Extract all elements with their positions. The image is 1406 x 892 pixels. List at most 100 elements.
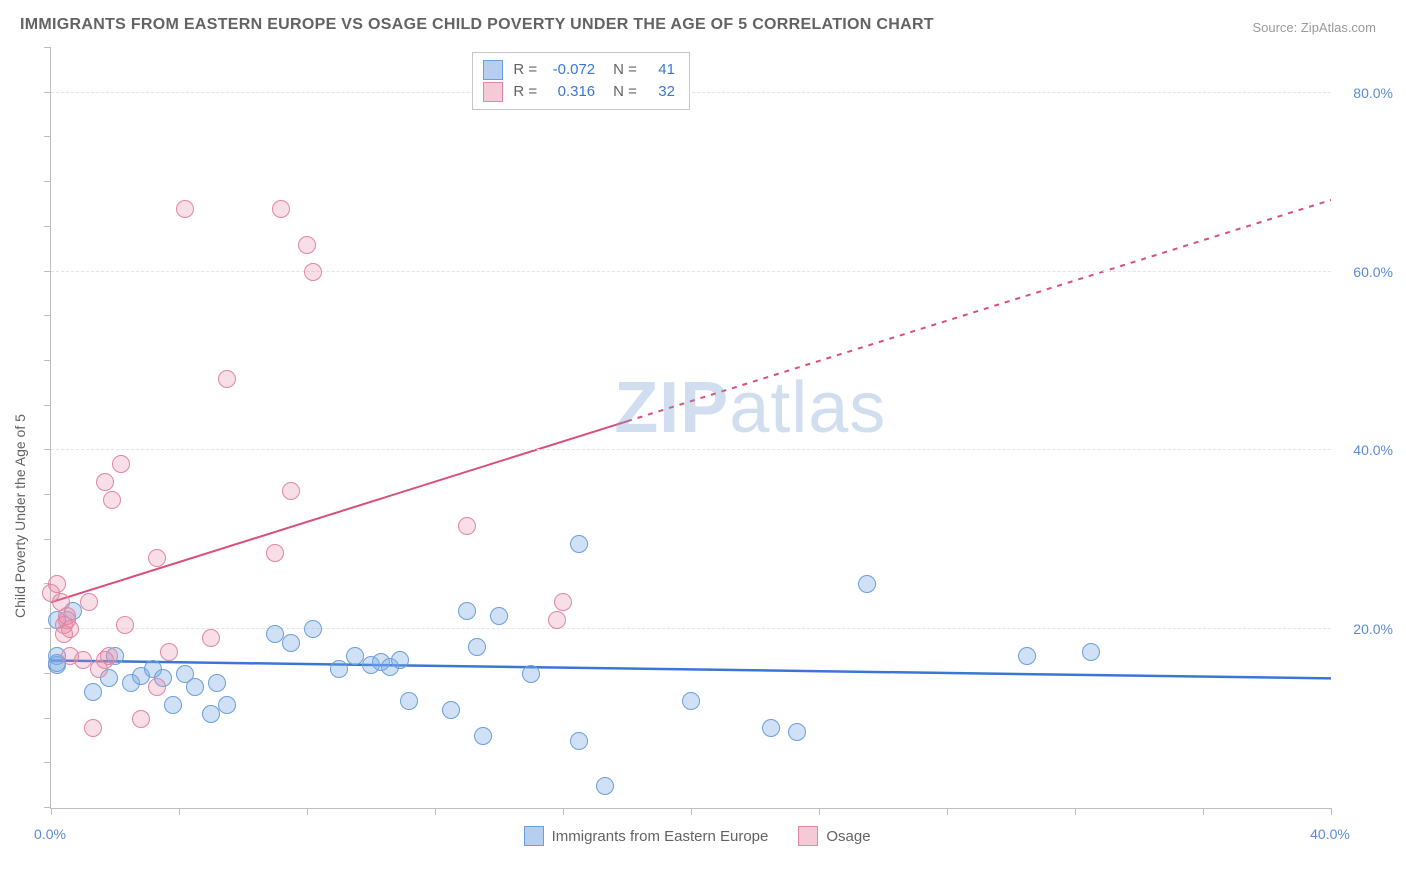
data-point-blue — [391, 651, 409, 669]
correlation-legend: R =-0.072N =41R =0.316N =32 — [472, 52, 690, 110]
x-tick — [691, 808, 692, 815]
y-tick — [44, 315, 51, 316]
y-tick-label: 40.0% — [1337, 442, 1393, 458]
data-point-pink — [298, 236, 316, 254]
data-point-pink — [100, 647, 118, 665]
x-tick — [819, 808, 820, 815]
data-point-blue — [218, 696, 236, 714]
legend-swatch-icon — [483, 82, 503, 102]
data-point-pink — [103, 491, 121, 509]
data-point-pink — [148, 549, 166, 567]
y-tick — [44, 47, 51, 48]
data-point-pink — [61, 620, 79, 638]
chart-title: IMMIGRANTS FROM EASTERN EUROPE VS OSAGE … — [20, 16, 934, 34]
legend-swatch-icon — [524, 826, 544, 846]
x-tick — [307, 808, 308, 815]
legend-n-label: N = — [613, 59, 637, 81]
data-point-pink — [218, 370, 236, 388]
data-point-blue — [858, 575, 876, 593]
source-link[interactable]: ZipAtlas.com — [1301, 20, 1376, 35]
y-tick — [44, 226, 51, 227]
legend-n-label: N = — [613, 81, 637, 103]
y-tick — [44, 539, 51, 540]
data-point-blue — [202, 705, 220, 723]
x-tick — [563, 808, 564, 815]
data-point-blue — [208, 674, 226, 692]
y-tick — [44, 762, 51, 763]
data-point-pink — [96, 473, 114, 491]
x-tick — [947, 808, 948, 815]
data-point-pink — [282, 482, 300, 500]
gridline — [51, 92, 1331, 93]
data-point-pink — [132, 710, 150, 728]
watermark-atlas: atlas — [729, 368, 886, 448]
x-tick — [179, 808, 180, 815]
data-point-pink — [458, 517, 476, 535]
legend-series-label: Osage — [826, 828, 870, 845]
data-point-blue — [282, 634, 300, 652]
data-point-blue — [186, 678, 204, 696]
source-prefix: Source: — [1252, 20, 1300, 35]
x-tick — [1203, 808, 1204, 815]
y-tick — [44, 405, 51, 406]
y-tick-label: 60.0% — [1337, 264, 1393, 280]
y-tick — [44, 673, 51, 674]
data-point-blue — [1082, 643, 1100, 661]
data-point-pink — [266, 544, 284, 562]
legend-r-value: -0.072 — [547, 59, 595, 81]
data-point-blue — [788, 723, 806, 741]
y-tick — [44, 494, 51, 495]
data-point-blue — [330, 660, 348, 678]
data-point-blue — [1018, 647, 1036, 665]
y-tick — [44, 628, 51, 629]
x-axis-max-label: 40.0% — [1310, 826, 1350, 842]
gridline — [51, 449, 1331, 450]
legend-n-value: 41 — [647, 59, 675, 81]
legend-correlation-row: R =-0.072N =41 — [483, 59, 675, 81]
data-point-blue — [400, 692, 418, 710]
watermark-zip: ZIP — [614, 368, 729, 448]
data-point-blue — [164, 696, 182, 714]
x-tick — [435, 808, 436, 815]
data-point-blue — [304, 620, 322, 638]
y-tick — [44, 181, 51, 182]
y-tick — [44, 136, 51, 137]
data-point-blue — [474, 727, 492, 745]
data-point-pink — [148, 678, 166, 696]
data-point-blue — [468, 638, 486, 656]
legend-swatch-icon — [798, 826, 818, 846]
data-point-blue — [442, 701, 460, 719]
legend-n-value: 32 — [647, 81, 675, 103]
data-point-pink — [84, 719, 102, 737]
y-tick — [44, 92, 51, 93]
data-point-blue — [458, 602, 476, 620]
data-point-pink — [48, 575, 66, 593]
legend-series-label: Immigrants from Eastern Europe — [552, 828, 769, 845]
legend-series-item: Osage — [798, 826, 870, 846]
data-point-blue — [596, 777, 614, 795]
data-point-blue — [570, 732, 588, 750]
source-attribution: Source: ZipAtlas.com — [1252, 20, 1376, 35]
y-tick-label: 80.0% — [1337, 85, 1393, 101]
data-point-blue — [682, 692, 700, 710]
x-axis-min-label: 0.0% — [34, 826, 66, 842]
y-tick — [44, 718, 51, 719]
data-point-pink — [554, 593, 572, 611]
data-point-pink — [160, 643, 178, 661]
legend-r-value: 0.316 — [547, 81, 595, 103]
data-point-blue — [84, 683, 102, 701]
y-tick — [44, 271, 51, 272]
gridline — [51, 628, 1331, 629]
x-tick — [1075, 808, 1076, 815]
y-tick — [44, 807, 51, 808]
data-point-blue — [762, 719, 780, 737]
data-point-blue — [522, 665, 540, 683]
x-tick — [1331, 808, 1332, 815]
data-point-pink — [202, 629, 220, 647]
scatter-plot: ZIPatlas 20.0%40.0%60.0%80.0% — [50, 48, 1331, 809]
data-point-pink — [112, 455, 130, 473]
legend-swatch-icon — [483, 60, 503, 80]
x-tick — [51, 808, 52, 815]
y-tick — [44, 449, 51, 450]
data-point-pink — [272, 200, 290, 218]
